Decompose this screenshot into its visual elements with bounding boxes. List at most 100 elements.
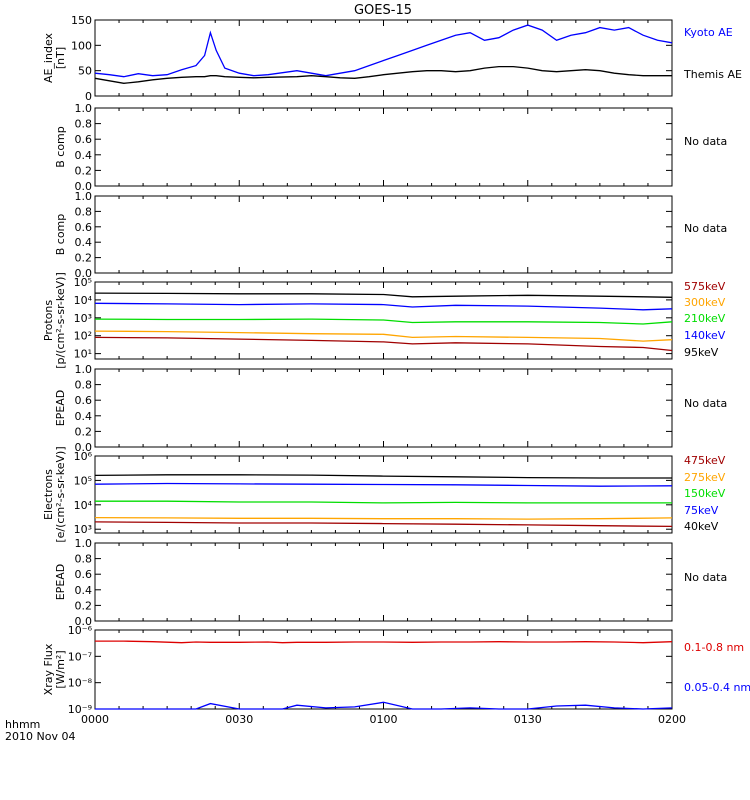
- y-tick-label: 0.8: [75, 205, 93, 218]
- y-tick-label: 0.2: [75, 425, 93, 438]
- y-tick-label: 0.4: [75, 584, 93, 597]
- y-tick-label: 10⁻⁸: [68, 677, 93, 690]
- y-tick-label: 10⁻⁶: [68, 624, 93, 637]
- y-tick-label: 150: [71, 14, 92, 27]
- y-tick-label: 0: [85, 90, 92, 103]
- legend-entry: 0.05-0.4 nm: [684, 681, 750, 694]
- y-tick-label: 1.0: [75, 102, 93, 115]
- legend-entry: Kyoto AE: [684, 26, 733, 39]
- y-tick-label: 10⁵: [74, 276, 92, 289]
- y-tick-label: 0.6: [75, 221, 93, 234]
- panel-7: 0.0 0.2 0.4 0.6 0.8 1.0 EPEAD No data: [54, 537, 727, 628]
- panel-frame: [94, 195, 673, 274]
- series-line-275kev: [94, 516, 673, 520]
- y-tick-label: 10⁴: [74, 294, 93, 307]
- y-tick-label: 10⁵: [74, 474, 92, 487]
- legend-entry: 275keV: [684, 471, 726, 484]
- y-axis-label: Electrons: [42, 469, 55, 520]
- y-tick-label: 0.4: [75, 149, 93, 162]
- y-tick-label: 0.0: [75, 267, 93, 280]
- legend-entry: 475keV: [684, 454, 726, 467]
- time-axis-label-date: 2010 Nov 04: [5, 730, 75, 743]
- y-tick-label: 10²: [74, 330, 92, 343]
- legend-entry: 0.1-0.8 nm: [684, 641, 744, 654]
- legend-entry: Themis AE: [683, 68, 742, 81]
- y-axis-label: AE_index: [42, 32, 55, 83]
- x-tick-label: 0100: [370, 713, 398, 726]
- legend-entry: 95keV: [684, 346, 719, 359]
- series-line-0-05-0-4-nm: [95, 701, 673, 710]
- series-line-150kev: [95, 500, 672, 504]
- panel-6: 10³ 10⁴ 10⁵ 10⁶ Electrons [e/(cm²-s-sr-keV)] 4…: [42, 446, 726, 542]
- y-axis-label: [W/m²]: [54, 650, 67, 688]
- y-tick-label: 0.2: [75, 252, 93, 265]
- y-tick-label: 10⁻⁹: [68, 703, 92, 716]
- y-tick-label: 10⁻⁷: [68, 650, 92, 663]
- y-tick-label: 100: [71, 39, 92, 52]
- legend-entry: 575keV: [684, 280, 726, 293]
- x-tick-label: 0000: [81, 713, 109, 726]
- y-tick-label: 0.2: [75, 599, 93, 612]
- y-axis-label: [e/(cm²-s-sr-keV)]: [54, 446, 67, 542]
- y-axis-label: EPEAD: [54, 564, 67, 601]
- y-tick-label: 1.0: [75, 190, 93, 203]
- time-axis: hhmm 2010 Nov 04 0000 0030 0100 0130 0200: [5, 713, 686, 743]
- y-axis-label: B comp: [54, 214, 67, 256]
- series-line-0-1-0-8-nm: [95, 640, 673, 644]
- legend-entry: 140keV: [684, 329, 726, 342]
- panel-1: 0 50 100 150 AE_index [nT] Kyoto AE Themis AE: [42, 14, 742, 103]
- y-axis-label: [p/(cm²-s-sr-keV)]: [54, 272, 67, 369]
- series-line-75kev: [94, 482, 673, 487]
- x-tick-label: 0130: [514, 713, 542, 726]
- series-line-210kev: [94, 318, 673, 325]
- y-axis-label: Protons: [42, 300, 55, 341]
- y-tick-label: 0.2: [75, 164, 93, 177]
- panel-frame: [94, 19, 673, 97]
- no-data-label: No data: [684, 571, 727, 584]
- figure-title: GOES-15: [354, 3, 412, 18]
- y-tick-label: 0.4: [75, 236, 93, 249]
- no-data-label: No data: [684, 222, 727, 235]
- panel-frame: [94, 368, 673, 448]
- panel-8: 10⁻⁹ 10⁻⁸ 10⁻⁷ 10⁻⁶ Xray Flux [W/m²] 0.1-0.8 n…: [42, 624, 750, 716]
- series-line-themis-ae: [94, 65, 672, 84]
- y-tick-label: 0.8: [75, 379, 93, 392]
- time-axis-label-hhmm: hhmm: [5, 718, 40, 731]
- series-line-40kev: [94, 474, 672, 479]
- panel-4: 10¹ 10² 10³ 10⁴ 10⁵ Protons [p/(cm²-s-sr-keV)]…: [42, 272, 726, 369]
- series-line-95kev: [94, 292, 673, 298]
- series-line-575kev: [94, 336, 673, 352]
- legend-entry: 40keV: [684, 520, 719, 533]
- y-tick-label: 10¹: [74, 348, 92, 361]
- y-tick-label: 0.6: [75, 394, 93, 407]
- x-tick-label: 0200: [658, 713, 686, 726]
- legend-entry: 300keV: [684, 296, 726, 309]
- series-line-475kev: [94, 521, 673, 528]
- series-line-300kev: [94, 330, 673, 342]
- panel-5: 0.0 0.2 0.4 0.6 0.8 1.0 EPEAD No data: [54, 363, 727, 454]
- y-tick-label: 0.0: [75, 180, 93, 193]
- no-data-label: No data: [684, 397, 727, 410]
- legend-entry: 75keV: [684, 504, 719, 517]
- y-axis-label: EPEAD: [54, 390, 67, 427]
- y-tick-label: 0.6: [75, 568, 93, 581]
- y-tick-label: 50: [78, 65, 92, 78]
- panel-2: 0.0 0.2 0.4 0.6 0.8 1.0 B comp No data: [54, 102, 727, 193]
- y-tick-label: 10³: [74, 312, 92, 325]
- y-tick-label: 0.8: [75, 118, 93, 131]
- y-tick-label: 10⁶: [74, 450, 93, 463]
- series-line-kyoto-ae: [94, 24, 673, 78]
- y-tick-label: 1.0: [75, 363, 93, 376]
- y-tick-label: 10³: [74, 523, 92, 536]
- y-axis-label: [nT]: [54, 47, 67, 69]
- y-tick-label: 0.4: [75, 410, 93, 423]
- y-axis-label: Xray Flux: [42, 643, 55, 695]
- panels: 0 50 100 150 AE_index [nT] Kyoto AE Themis AE 0.…: [42, 14, 750, 716]
- panel-frame: [94, 455, 673, 534]
- panel-frame: [94, 542, 673, 622]
- no-data-label: No data: [684, 135, 727, 148]
- y-tick-label: 0.0: [75, 441, 93, 454]
- legend-entry: 150keV: [684, 487, 726, 500]
- y-tick-label: 10⁴: [74, 499, 93, 512]
